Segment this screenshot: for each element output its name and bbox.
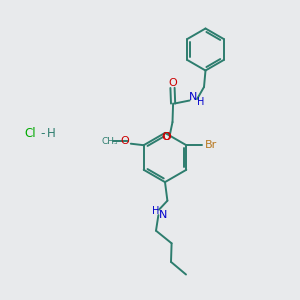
- Text: H: H: [197, 97, 205, 107]
- Text: H: H: [47, 127, 56, 140]
- Text: O: O: [120, 136, 129, 146]
- Text: O: O: [168, 77, 177, 88]
- Text: H: H: [152, 206, 159, 216]
- Text: O: O: [162, 132, 171, 142]
- Text: Cl: Cl: [24, 127, 36, 140]
- Text: N: N: [158, 209, 167, 220]
- Text: -: -: [40, 127, 45, 140]
- Text: O: O: [161, 131, 170, 142]
- Text: N: N: [188, 92, 197, 102]
- Text: Br: Br: [205, 140, 217, 150]
- Text: CH₃: CH₃: [101, 137, 118, 146]
